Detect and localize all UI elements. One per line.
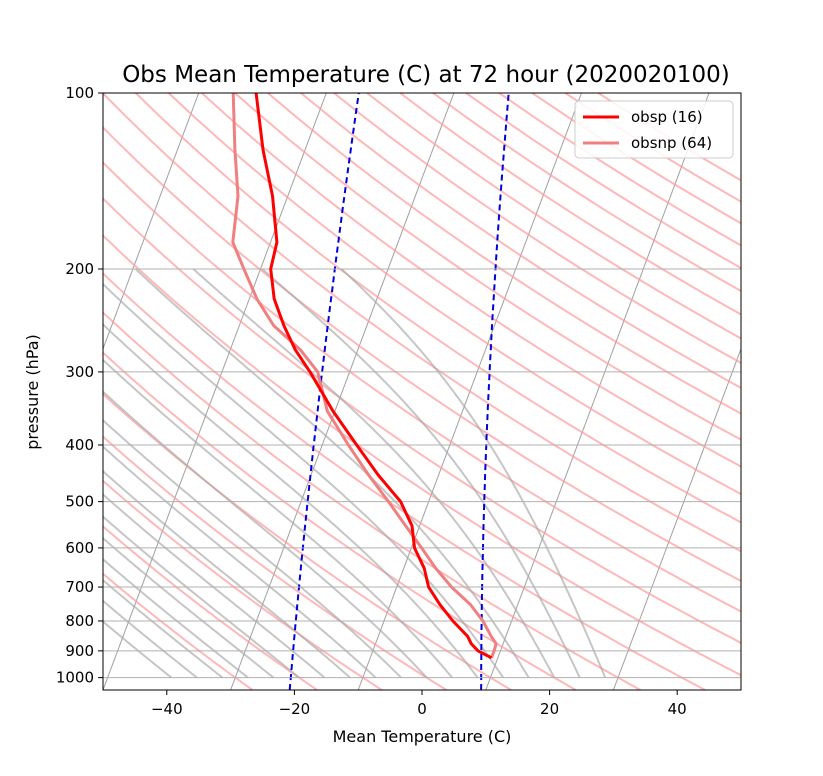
dry-adiabat <box>597 93 741 182</box>
moist-adiabat <box>103 558 249 679</box>
dry-adiabat <box>103 351 577 690</box>
y-tick-label: 700 <box>65 578 94 596</box>
isotherm-line <box>612 347 741 690</box>
y-tick-label: 300 <box>65 363 94 381</box>
dry-adiabat <box>300 93 741 390</box>
pressure-gridlines <box>103 93 741 679</box>
series-layer <box>231 93 498 660</box>
y-axis-label: pressure (hPa) <box>23 334 42 450</box>
dry-adiabat <box>531 93 741 225</box>
y-tick-label: 900 <box>65 642 94 660</box>
plot-area <box>103 93 741 690</box>
plot-frame <box>102 92 742 691</box>
moist-adiabat <box>103 578 224 679</box>
dry-adiabat <box>103 272 706 690</box>
dry-adiabat <box>135 93 741 524</box>
x-tick-label: −40 <box>151 700 183 718</box>
x-tick-label: −20 <box>279 700 311 718</box>
dry-adiabat <box>103 392 512 690</box>
isotherm-line <box>740 688 741 690</box>
isotherm-line <box>485 93 710 690</box>
dry-adiabat <box>366 93 741 340</box>
moist-adiabat <box>103 418 402 679</box>
series-line-1 <box>254 93 493 660</box>
dry-adiabat <box>103 435 448 690</box>
x-axis-ticks: −40 −20 0 20 40 <box>151 690 687 718</box>
moist-adiabat <box>261 268 581 679</box>
x-tick-label: 40 <box>668 700 687 718</box>
dry-adiabat <box>103 197 741 645</box>
moist-adiabat <box>103 515 300 679</box>
isotherm-line <box>103 93 200 351</box>
dry-adiabat <box>267 93 741 415</box>
chart-title: Obs Mean Temperature (C) at 72 hour (202… <box>122 62 730 88</box>
dry-adiabat <box>432 93 741 293</box>
legend-label: obsp (16) <box>631 108 703 126</box>
dry-adiabat <box>103 126 741 583</box>
dry-adiabat <box>103 93 741 553</box>
dry-adiabat <box>234 93 741 441</box>
moist-adiabat <box>103 599 198 679</box>
y-tick-label: 1000 <box>56 669 94 687</box>
isotherm-line <box>230 93 455 690</box>
mixing-ratio-line <box>288 93 360 690</box>
dry-adiabat <box>201 93 741 468</box>
dry-adiabat <box>103 234 741 677</box>
y-tick-label: 100 <box>65 84 94 102</box>
dry-adiabat <box>333 93 741 365</box>
y-tick-label: 200 <box>65 260 94 278</box>
x-tick-label: 0 <box>417 700 427 718</box>
series-line-2 <box>231 93 498 659</box>
dry-adiabat <box>168 93 741 496</box>
background-lines <box>103 93 741 690</box>
dry-adiabat <box>103 525 318 690</box>
dry-adiabat <box>103 479 383 690</box>
x-tick-label: 20 <box>540 700 559 718</box>
legend-label: obsnp (64) <box>631 134 712 152</box>
dry-adiabat <box>103 161 741 613</box>
legend: obsp (16) obsnp (64) <box>574 100 734 159</box>
mixing-ratio-line <box>480 93 510 690</box>
dry-adiabat <box>399 93 741 316</box>
y-tick-label: 500 <box>65 493 94 511</box>
y-tick-label: 400 <box>65 436 94 454</box>
dry-adiabat <box>103 572 253 690</box>
x-axis-label: Mean Temperature (C) <box>333 727 512 746</box>
y-tick-label: 800 <box>65 612 94 630</box>
y-tick-label: 600 <box>65 539 94 557</box>
moist-adiabat <box>103 620 173 679</box>
y-axis-ticks: 1000 900 800 700 600 500 400 300 200 100 <box>56 84 103 687</box>
